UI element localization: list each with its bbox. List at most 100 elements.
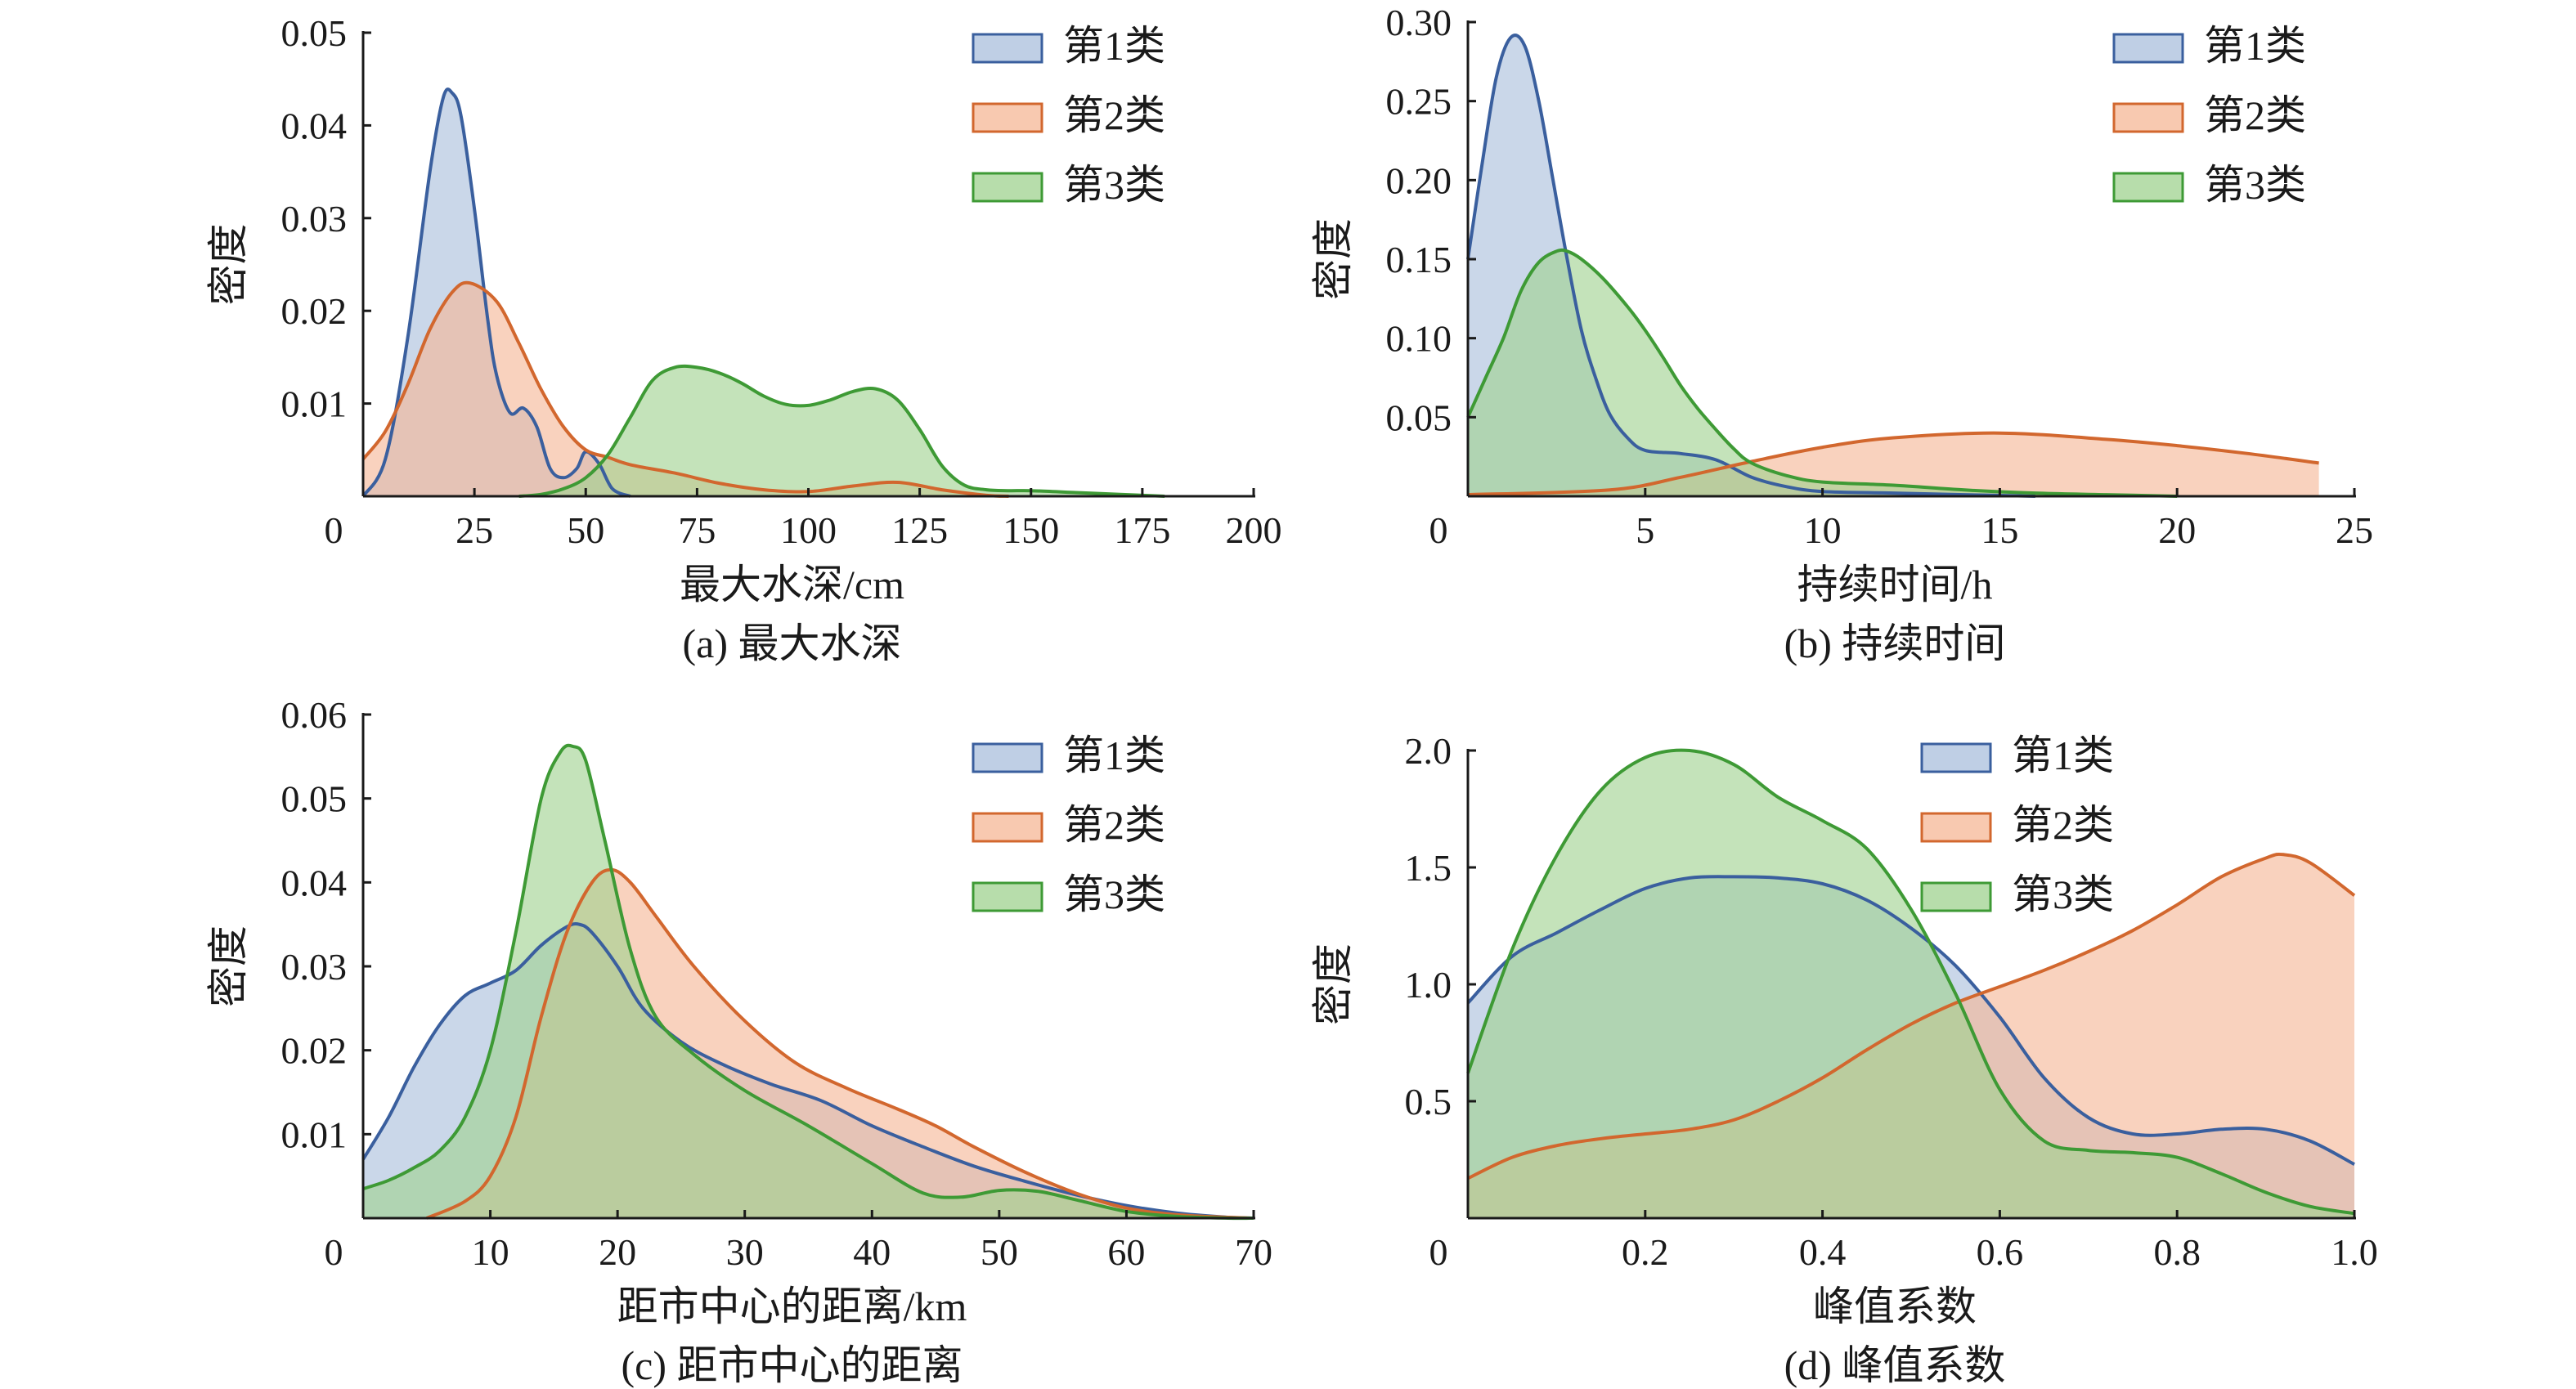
- legend-label-1: 第1类: [1063, 733, 1165, 778]
- x-tick-label: 20: [599, 1231, 636, 1273]
- legend-swatch-1: [2112, 33, 2184, 64]
- y-tick-label: 0.01: [281, 383, 348, 425]
- x-tick-label: 125: [891, 509, 948, 551]
- series-1-line: [1466, 875, 2355, 1166]
- y-tick-label: 2.0: [1405, 730, 1452, 772]
- x-tick-label: 50: [567, 509, 604, 551]
- y-tick-label: 0.05: [1386, 397, 1452, 438]
- y-tick-label: 1.5: [1405, 847, 1452, 889]
- x-tick-label: 100: [780, 509, 837, 551]
- legend-swatch-2: [972, 812, 1043, 843]
- x-axis-label: 峰值系数: [1813, 1284, 1977, 1329]
- legend-label-2: 第2类: [1063, 802, 1165, 848]
- x-tick-label: 0.6: [1977, 1231, 2024, 1273]
- x-tick-label: 0: [325, 1231, 343, 1273]
- panel-caption: (d) 峰值系数: [1784, 1342, 2006, 1388]
- series-3-line: [362, 743, 1254, 1221]
- chart-panel-a: 0 25 50 75 100 125 150 175 200 0.01 0.02 0.03 0.04 0.…: [205, 12, 1282, 666]
- x-tick-label: 0: [1429, 509, 1448, 551]
- series-3-area: [1468, 750, 2354, 1218]
- legend-label-1: 第1类: [1063, 23, 1165, 69]
- y-axis-label: 密度: [1310, 943, 1356, 1025]
- legend-label-3: 第3类: [1063, 871, 1165, 917]
- y-tick-label: 0.5: [1405, 1081, 1452, 1122]
- legend-swatch-3: [972, 881, 1043, 912]
- chart-panel-d: 0 0.2 0.4 0.6 0.8 1.0 0.5 1.0 1.5 2.0 峰值系数 密度 (d) 峰值…: [1310, 730, 2378, 1388]
- series-3-line: [1466, 748, 2355, 1216]
- x-tick-label: 0.2: [1622, 1231, 1669, 1273]
- y-tick-label: 0.20: [1386, 159, 1452, 201]
- y-axis-label: 密度: [205, 925, 251, 1007]
- y-tick-label: 1.0: [1405, 964, 1452, 1006]
- series-2-line: [1467, 431, 2319, 497]
- x-tick-label: 10: [1804, 509, 1842, 551]
- y-tick-label: 0.02: [281, 290, 348, 332]
- x-tick-label: 75: [678, 509, 716, 551]
- legend-swatch-1: [972, 742, 1043, 773]
- y-tick-label: 0.04: [281, 105, 348, 146]
- series-1-line: [361, 87, 631, 498]
- x-tick-label: 0: [325, 509, 343, 551]
- x-tick-label: 40: [853, 1231, 891, 1273]
- legend-label-2: 第2类: [2012, 802, 2114, 848]
- legend-label-3: 第3类: [2204, 162, 2306, 208]
- chart-panel-c: 0 10 20 30 40 50 60 70 0.01 0.02 0.03 0.04 0.05 0.06 距…: [205, 694, 1272, 1388]
- series-3-line: [1466, 248, 2178, 498]
- x-tick-label: 60: [1107, 1231, 1145, 1273]
- panel-caption: (a) 最大水深: [683, 621, 902, 666]
- legend-swatch-1: [972, 33, 1043, 64]
- x-axis-label: 距市中心的距离/km: [617, 1284, 967, 1329]
- x-tick-label: 150: [1003, 509, 1059, 551]
- x-tick-label: 50: [981, 1231, 1018, 1273]
- y-tick-label: 0.04: [281, 862, 348, 903]
- y-tick-label: 0.10: [1386, 318, 1452, 360]
- series-2-area: [363, 282, 1009, 496]
- x-tick-label: 25: [456, 509, 493, 551]
- legend-swatch-2: [1920, 812, 1992, 843]
- legend-swatch-3: [972, 172, 1043, 203]
- x-tick-label: 0.8: [2153, 1231, 2201, 1273]
- x-tick-label: 15: [1981, 509, 2018, 551]
- series-2-line: [426, 867, 1254, 1220]
- x-tick-label: 1.0: [2331, 1231, 2378, 1273]
- series-3-line: [518, 364, 1165, 498]
- panel-caption: (b) 持续时间: [1784, 621, 2006, 666]
- y-tick-label: 0.01: [281, 1113, 348, 1155]
- x-tick-label: 0: [1429, 1231, 1448, 1273]
- series-2-line: [361, 280, 1009, 498]
- legend-swatch-2: [2112, 102, 2184, 133]
- x-axis-label: 持续时间/h: [1797, 562, 1993, 607]
- legend-label-1: 第1类: [2012, 733, 2114, 778]
- y-tick-label: 0.25: [1386, 81, 1452, 123]
- legend-swatch-3: [2112, 172, 2184, 203]
- x-tick-label: 10: [472, 1231, 509, 1273]
- x-tick-label: 5: [1636, 509, 1654, 551]
- legend-label-3: 第3类: [2012, 871, 2114, 917]
- y-tick-label: 0.03: [281, 198, 348, 240]
- y-tick-label: 0.05: [281, 12, 348, 54]
- x-tick-label: 200: [1226, 509, 1282, 551]
- y-tick-label: 0.15: [1386, 239, 1452, 280]
- legend-label-1: 第1类: [2204, 23, 2306, 69]
- legend-label-2: 第2类: [2204, 92, 2306, 138]
- series-2-line: [1467, 852, 2356, 1181]
- series-3-area: [363, 745, 1254, 1219]
- panel-caption: (c) 距市中心的距离: [622, 1342, 963, 1388]
- x-tick-label: 20: [2158, 509, 2196, 551]
- y-tick-label: 0.30: [1386, 2, 1452, 43]
- x-tick-label: 0.4: [1799, 1231, 1847, 1273]
- legend-label-3: 第3类: [1063, 162, 1165, 208]
- y-tick-label: 0.03: [281, 946, 348, 988]
- legend-label-2: 第2类: [1063, 92, 1165, 138]
- x-tick-label: 30: [726, 1231, 764, 1273]
- legend-swatch-3: [1920, 881, 1992, 912]
- y-tick-label: 0.06: [281, 694, 348, 736]
- legend-swatch-2: [972, 102, 1043, 133]
- chart-panel-b: 0 5 10 15 20 25 0.05 0.10 0.15 0.20 0.25 0.30 持续时间/h…: [1310, 2, 2373, 666]
- y-tick-label: 0.02: [281, 1030, 348, 1072]
